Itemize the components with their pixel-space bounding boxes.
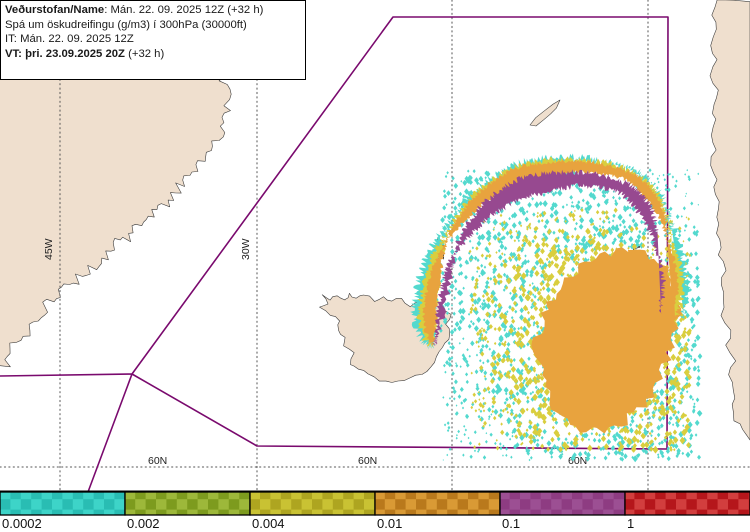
svg-text:0.1: 0.1 (502, 516, 520, 531)
svg-text:0.004: 0.004 (252, 516, 285, 531)
svg-text:0.0002: 0.0002 (2, 516, 42, 531)
svg-text:0.002: 0.002 (127, 516, 160, 531)
svg-text:0.01: 0.01 (377, 516, 402, 531)
svg-text:1: 1 (627, 516, 634, 531)
